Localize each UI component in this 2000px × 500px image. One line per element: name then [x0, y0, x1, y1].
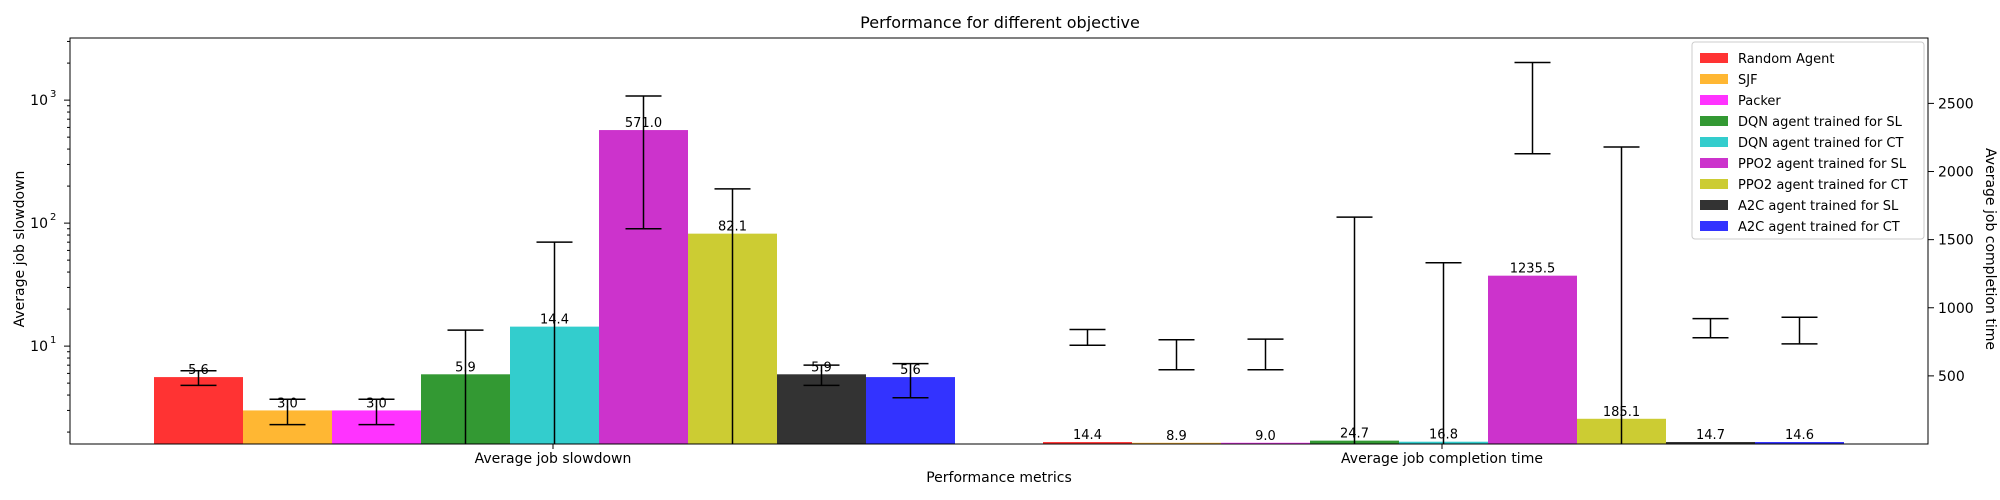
legend-label-2: Packer [1738, 94, 1781, 109]
errorbar-slowdown-6 [714, 188, 751, 444]
bar-completion-7 [1666, 441, 1755, 444]
errorbar-completion-2 [1247, 338, 1284, 371]
value-label-completion-7: 14.7 [1696, 428, 1725, 443]
legend-label-3: DQN agent trained for SL [1738, 115, 1903, 130]
plot-frame [69, 37, 1929, 445]
chart-title: Performance for different objective [860, 13, 1140, 32]
value-label-slowdown-6: 82.1 [718, 220, 747, 235]
bar-completion-0 [1043, 442, 1132, 444]
legend-label-7: A2C agent trained for SL [1738, 199, 1899, 214]
legend-label-4: DQN agent trained for CT [1738, 136, 1904, 151]
legend-swatch-2 [1700, 95, 1728, 105]
y-right-tick-label-0: 500 [1938, 369, 1965, 385]
bar-slowdown-0 [154, 377, 243, 444]
errorbar-completion-8 [1781, 316, 1818, 345]
y-left-tick-label-1: 10 [30, 216, 48, 232]
legend-swatch-3 [1700, 116, 1728, 126]
legend: Random Agent SJF Packer DQN agent trained f… [1691, 41, 1925, 240]
errorbar-slowdown-7 [803, 364, 840, 387]
x-tick-label-1: Average job completion time [1341, 451, 1543, 467]
value-label-slowdown-8: 5.6 [900, 363, 921, 378]
errorbar-slowdown-8 [892, 362, 929, 399]
value-label-slowdown-5: 571.0 [625, 116, 662, 131]
value-label-completion-5: 1235.5 [1510, 262, 1556, 277]
value-label-completion-6: 185.1 [1603, 405, 1640, 420]
value-label-completion-1: 8.9 [1166, 429, 1187, 444]
value-label-slowdown-4: 14.4 [540, 313, 569, 328]
legend-swatch-5 [1700, 158, 1728, 168]
value-label-completion-0: 14.4 [1073, 428, 1102, 443]
value-label-slowdown-3: 5.9 [455, 360, 476, 375]
legend-label-0: Random Agent [1738, 52, 1834, 67]
legend-swatch-4 [1700, 137, 1728, 147]
y-left-tick-exponent-0: 1 [50, 335, 56, 346]
value-label-completion-2: 9.0 [1255, 429, 1276, 444]
legend-swatch-8 [1700, 221, 1728, 231]
y-right-tick-label-1: 1000 [1938, 301, 1974, 317]
errorbars-layer [180, 61, 1818, 444]
value-label-completion-4: 16.8 [1429, 428, 1458, 443]
legend-swatch-0 [1700, 53, 1728, 63]
x-axis-label: Performance metrics [926, 470, 1072, 486]
errorbar-completion-7 [1692, 317, 1729, 339]
legend-label-6: PPO2 agent trained for CT [1738, 178, 1908, 193]
bar-completion-5 [1488, 275, 1577, 444]
legend-box [1691, 41, 1925, 240]
y-right-tick-label-3: 2000 [1938, 165, 1974, 181]
errorbar-completion-3 [1336, 216, 1373, 444]
bar-completion-8 [1755, 442, 1844, 444]
value-labels-layer: 5.6 14.4 3.0 8.9 3.0 9.0 5.9 24.7 14.4 16.8 571.0 1… [188, 116, 1814, 444]
y-left-tick-exponent-2: 3 [50, 89, 56, 100]
errorbar-slowdown-4 [536, 241, 573, 444]
errorbar-completion-1 [1158, 339, 1195, 371]
errorbar-completion-0 [1069, 328, 1106, 346]
value-label-completion-3: 24.7 [1340, 427, 1369, 442]
bar-completion-2 [1221, 442, 1310, 444]
bar-completion-1 [1132, 442, 1221, 444]
y-left-tick-exponent-1: 2 [50, 212, 56, 223]
y-axis-label-right: Average job completion time [1982, 148, 1998, 350]
legend-label-1: SJF [1738, 73, 1758, 88]
legend-swatch-6 [1700, 179, 1728, 189]
legend-swatch-7 [1700, 200, 1728, 210]
value-label-slowdown-1: 3.0 [277, 396, 298, 411]
errorbar-slowdown-3 [447, 329, 484, 444]
errorbar-completion-4 [1425, 262, 1462, 444]
y-right-tick-label-4: 2500 [1938, 96, 1974, 112]
errorbar-slowdown-0 [180, 370, 217, 387]
y-right-tick-label-2: 1500 [1938, 233, 1974, 249]
legend-swatch-1 [1700, 74, 1728, 84]
errorbar-slowdown-5 [625, 95, 662, 230]
errorbar-completion-5 [1514, 61, 1551, 155]
errorbar-slowdown-1 [269, 398, 306, 426]
x-tick-label-0: Average job slowdown [475, 451, 632, 467]
value-label-slowdown-7: 5.9 [811, 360, 832, 375]
y-axis-label-left: Average job slowdown [12, 171, 28, 328]
value-label-slowdown-2: 3.0 [366, 396, 387, 411]
y-left-tick-label-2: 10 [30, 93, 48, 109]
errorbar-completion-6 [1603, 146, 1640, 444]
bars-layer [154, 130, 1844, 444]
value-label-slowdown-0: 5.6 [188, 363, 209, 378]
legend-label-8: A2C agent trained for CT [1738, 220, 1900, 235]
legend-label-5: PPO2 agent trained for SL [1738, 157, 1907, 172]
y-left-tick-label-0: 10 [30, 339, 48, 355]
errorbar-slowdown-2 [358, 398, 395, 426]
value-label-completion-8: 14.6 [1785, 428, 1814, 443]
